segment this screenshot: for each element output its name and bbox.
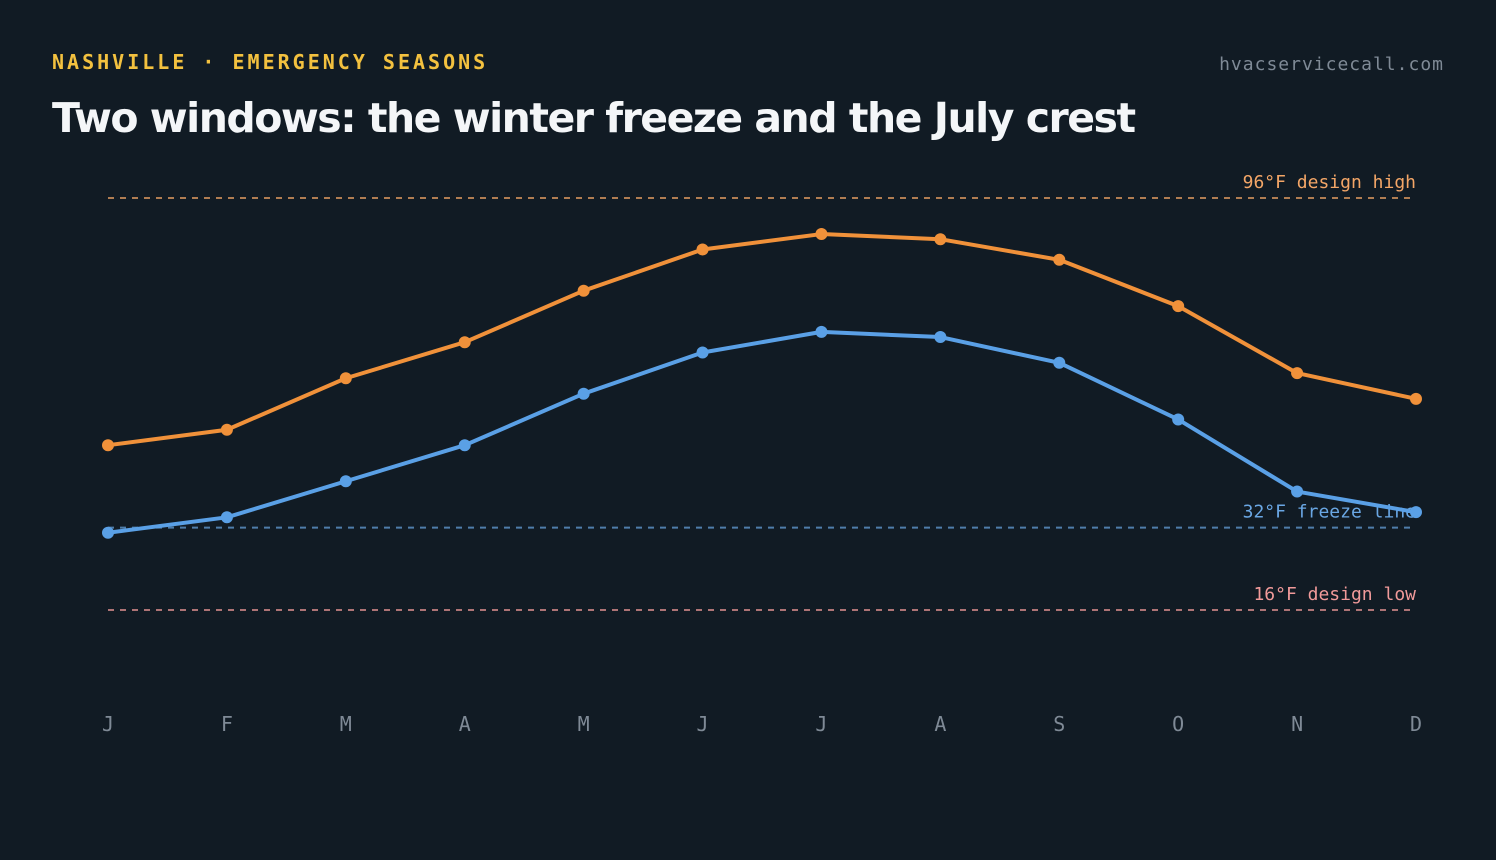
x-tick-label: M [578, 712, 590, 736]
data-point [458, 439, 471, 452]
x-tick-label: S [1053, 712, 1065, 736]
data-point [339, 475, 352, 488]
x-tick-label: N [1291, 712, 1303, 736]
data-point [220, 511, 233, 524]
data-point [1410, 392, 1422, 405]
data-point [815, 228, 828, 241]
series-line [106, 329, 1418, 535]
data-point [1053, 253, 1066, 266]
data-point [696, 346, 709, 359]
data-point [696, 243, 709, 256]
data-point [1291, 367, 1304, 380]
data-point [815, 325, 828, 338]
reference-line-label: 32°F freeze line [1243, 502, 1416, 523]
source-site: hvacservicecall.com [1219, 54, 1444, 75]
series-layer [102, 228, 1422, 539]
data-point [102, 439, 114, 452]
x-tick-label: O [1172, 712, 1184, 736]
data-point [577, 387, 590, 400]
x-tick-label: A [459, 712, 471, 736]
x-tick-label: J [697, 712, 709, 736]
x-tick-label: A [934, 712, 946, 736]
data-point [1410, 506, 1422, 519]
data-point [220, 423, 233, 436]
data-point [1291, 485, 1304, 498]
reference-lines: 96°F design high 32°F freeze line 16°F des… [108, 172, 1416, 611]
x-tick-label: M [340, 712, 352, 736]
x-tick-label: J [815, 712, 827, 736]
chart-title: Two windows: the winter freeze and the J… [52, 94, 1136, 142]
x-tick-label: F [221, 712, 233, 736]
data-point [458, 336, 471, 349]
data-point [1053, 356, 1066, 369]
reference-line-label: 16°F design low [1253, 584, 1416, 605]
data-point [339, 372, 352, 385]
data-point [1172, 300, 1185, 313]
data-point [934, 233, 947, 246]
data-point [577, 284, 590, 297]
series-line [106, 232, 1418, 448]
x-tick-label: D [1410, 712, 1422, 736]
x-tick-label: J [102, 712, 114, 736]
reference-line-label: 96°F design high [1243, 172, 1416, 193]
chart-eyebrow: NASHVILLE · EMERGENCY SEASONS [52, 50, 489, 74]
data-point [934, 331, 947, 344]
data-point [1172, 413, 1185, 426]
data-point [102, 526, 114, 539]
